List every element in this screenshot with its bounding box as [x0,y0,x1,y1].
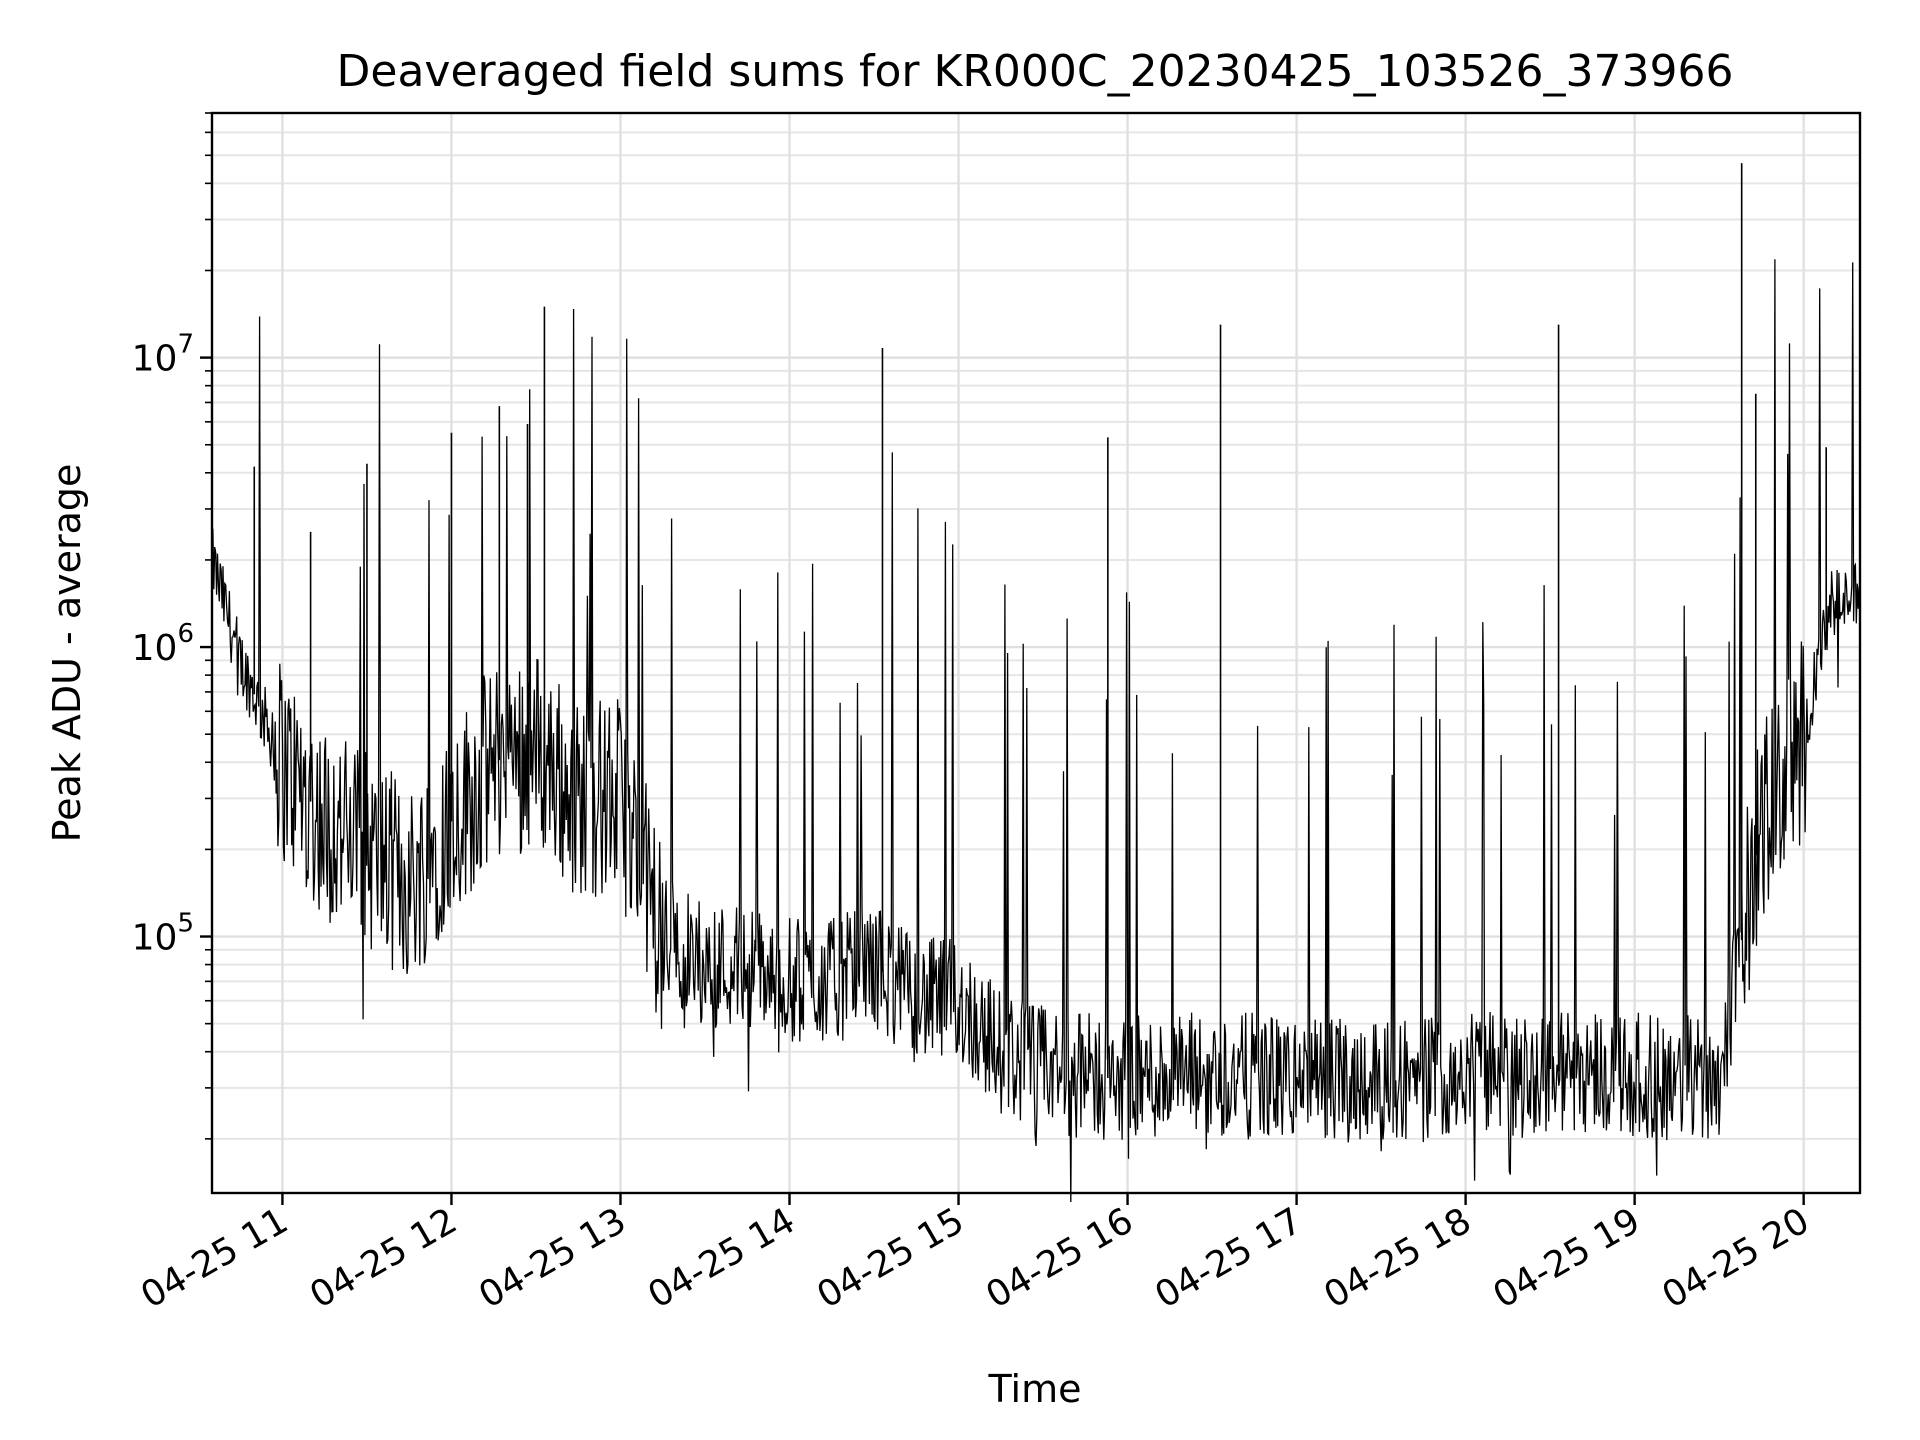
plot-area [211,163,1861,1203]
y-tick-base: 10 [132,918,178,959]
x-axis-label: Time [988,1367,1082,1411]
y-tick-base: 10 [132,628,178,669]
y-tick-exponent: 6 [177,619,194,649]
series-line [211,259,1861,1203]
chart-title: Deaveraged field sums for KR000C_2023042… [337,46,1734,97]
y-tick-exponent: 7 [177,330,194,360]
y-tick-label: 105 [132,909,194,959]
y-tick-label: 106 [132,619,194,669]
y-tick-base: 10 [132,339,178,380]
plot-frame [210,111,1862,1195]
y-tick-exponent: 5 [177,909,194,939]
y-axis-label: Peak ADU - average [45,464,89,843]
y-tick-label: 107 [132,330,194,380]
